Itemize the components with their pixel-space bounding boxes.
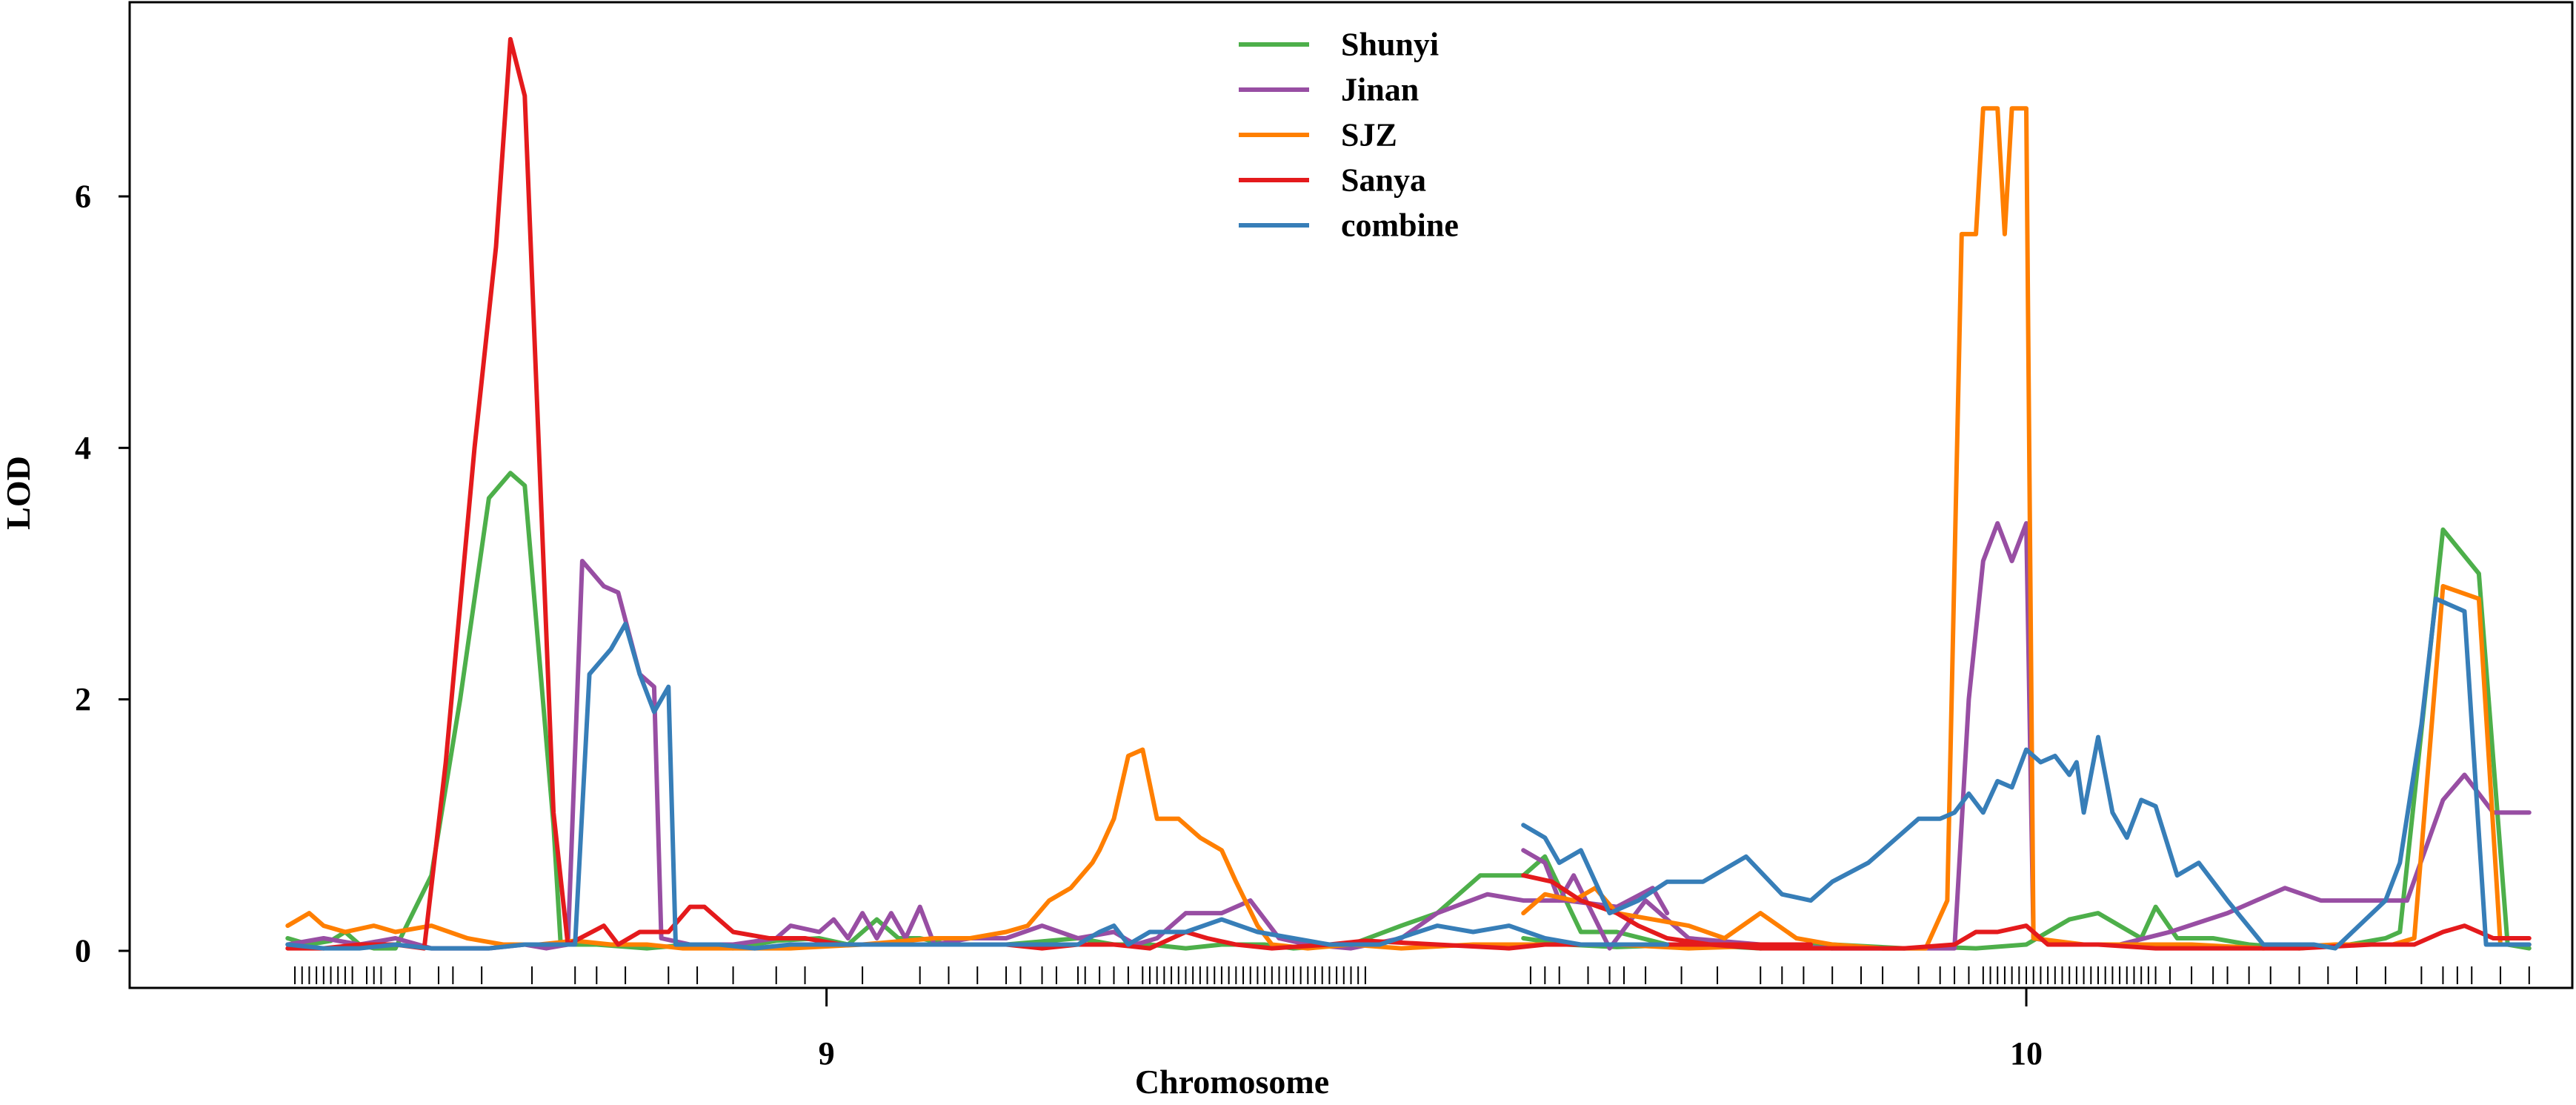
legend-label-combine: combine bbox=[1341, 208, 1459, 244]
y-axis-title: LOD bbox=[0, 456, 37, 530]
x-axis: 9 10 bbox=[819, 988, 2043, 1072]
x-tick-label-chr9: 9 bbox=[819, 1035, 835, 1072]
y-tick-label: 4 bbox=[75, 430, 91, 466]
y-axis: 0 2 4 6 bbox=[75, 179, 130, 969]
series-line-combine-chr9 bbox=[285, 621, 1670, 951]
series-line-jinan-chr10 bbox=[1521, 521, 2532, 951]
series-layer bbox=[285, 36, 2532, 951]
legend-label-shunyi: Shunyi bbox=[1341, 27, 1439, 63]
marker-rug bbox=[294, 966, 2530, 984]
series-line-sanya-chr9 bbox=[285, 36, 1814, 951]
legend-label-sjz: SJZ bbox=[1341, 117, 1397, 153]
series-line-combine-chr10 bbox=[1521, 596, 2532, 951]
plot-frame bbox=[128, 1, 2574, 989]
y-tick-label: 0 bbox=[75, 933, 91, 969]
legend: Shunyi Jinan SJZ Sanya combine bbox=[1239, 27, 1459, 244]
x-axis-title: Chromosome bbox=[1135, 1063, 1329, 1101]
x-tick-label-chr10: 10 bbox=[2010, 1035, 2043, 1072]
y-tick-label: 6 bbox=[75, 179, 91, 215]
y-tick-label: 2 bbox=[75, 681, 91, 717]
series-line-sjz-chr9 bbox=[285, 747, 1814, 951]
series-line-sanya-chr10 bbox=[1521, 873, 2532, 951]
legend-label-jinan: Jinan bbox=[1341, 72, 1419, 108]
series-line-shunyi-chr9 bbox=[285, 471, 1835, 951]
legend-label-sanya: Sanya bbox=[1341, 162, 1426, 199]
